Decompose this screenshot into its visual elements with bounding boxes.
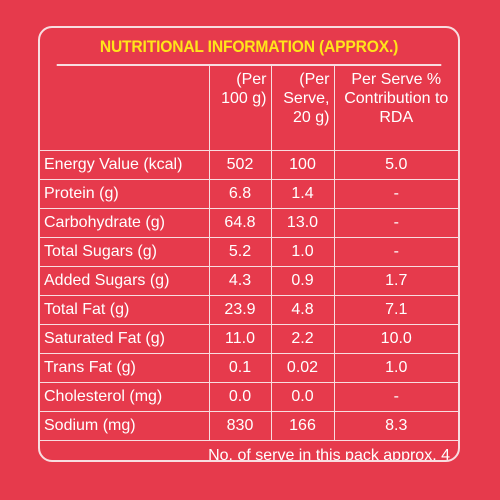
nutrient-name: Total Sugars (g) (40, 237, 210, 267)
table-row: Total Fat (g) 23.9 4.8 7.1 (40, 295, 458, 325)
table-row: Cholesterol (mg) 0.0 0.0 - (40, 382, 458, 412)
per-serve-value: 0.02 (270, 353, 335, 383)
per-serve-value: 1.0 (270, 237, 335, 267)
table-row: Total Sugars (g) 5.2 1.0 - (40, 237, 458, 267)
rda-value: 7.1 (333, 295, 458, 325)
per-100g-value: 23.9 (208, 295, 272, 325)
per-100g-value: 11.0 (208, 324, 272, 354)
nutrient-name: Saturated Fat (g) (40, 324, 210, 354)
header-rda: Per Serve % Contribution to RDA (333, 66, 458, 151)
per-100g-value: 0.1 (208, 353, 272, 383)
table-row: Carbohydrate (g) 64.8 13.0 - (40, 208, 458, 238)
rda-value: - (333, 382, 458, 412)
per-serve-value: 4.8 (270, 295, 335, 325)
per-serve-value: 100 (270, 150, 335, 180)
per-100g-value: 5.2 (208, 237, 272, 267)
table-row: Sodium (mg) 830 166 8.3 (40, 411, 458, 441)
per-serve-value: 13.0 (270, 208, 335, 238)
per-100g-value: 0.0 (208, 382, 272, 412)
rda-value: - (333, 208, 458, 238)
per-100g-value: 4.3 (208, 266, 272, 296)
rda-value: 8.3 (333, 411, 458, 441)
per-100g-value: 6.8 (208, 179, 272, 209)
nutrient-name: Total Fat (g) (40, 295, 210, 325)
nutrient-name: Trans Fat (g) (40, 353, 210, 383)
nutrient-name: Protein (g) (40, 179, 210, 209)
nutrient-name: Sodium (mg) (40, 411, 210, 441)
table-row: Added Sugars (g) 4.3 0.9 1.7 (40, 266, 458, 296)
nutrient-name: Carbohydrate (g) (40, 208, 210, 238)
per-serve-value: 0.9 (270, 266, 335, 296)
nutrition-panel: NUTRITIONAL INFORMATION (APPROX.) (Per 1… (38, 26, 460, 462)
header-row: (Per 100 g) (Per Serve, 20 g) Per Serve … (40, 66, 458, 151)
nutrient-name: Cholesterol (mg) (40, 382, 210, 412)
table-row: Saturated Fat (g) 11.0 2.2 10.0 (40, 324, 458, 354)
table-row: Energy Value (kcal) 502 100 5.0 (40, 150, 458, 180)
rda-value: 10.0 (333, 324, 458, 354)
servings-note: No. of serve in this pack approx. 4 (40, 440, 458, 460)
rda-value: 5.0 (333, 150, 458, 180)
header-nutrient (40, 66, 210, 151)
rda-value: 1.7 (333, 266, 458, 296)
per-serve-value: 0.0 (270, 382, 335, 412)
table-row: Trans Fat (g) 0.1 0.02 1.0 (40, 353, 458, 383)
per-100g-value: 64.8 (208, 208, 272, 238)
nutrient-name: Added Sugars (g) (40, 266, 210, 296)
header-per-serve: (Per Serve, 20 g) (270, 66, 335, 151)
per-100g-value: 502 (208, 150, 272, 180)
per-serve-value: 166 (270, 411, 335, 441)
per-100g-value: 830 (208, 411, 272, 441)
header-per-100g: (Per 100 g) (208, 66, 272, 151)
nutrition-table: (Per 100 g) (Per Serve, 20 g) Per Serve … (40, 66, 458, 460)
panel-title: NUTRITIONAL INFORMATION (APPROX.) (56, 28, 442, 66)
nutrient-name: Energy Value (kcal) (40, 150, 210, 180)
per-serve-value: 1.4 (270, 179, 335, 209)
rda-value: - (333, 179, 458, 209)
rda-value: - (333, 237, 458, 267)
per-serve-value: 2.2 (270, 324, 335, 354)
footer-row: No. of serve in this pack approx. 4 (40, 440, 458, 460)
table-row: Protein (g) 6.8 1.4 - (40, 179, 458, 209)
rda-value: 1.0 (333, 353, 458, 383)
